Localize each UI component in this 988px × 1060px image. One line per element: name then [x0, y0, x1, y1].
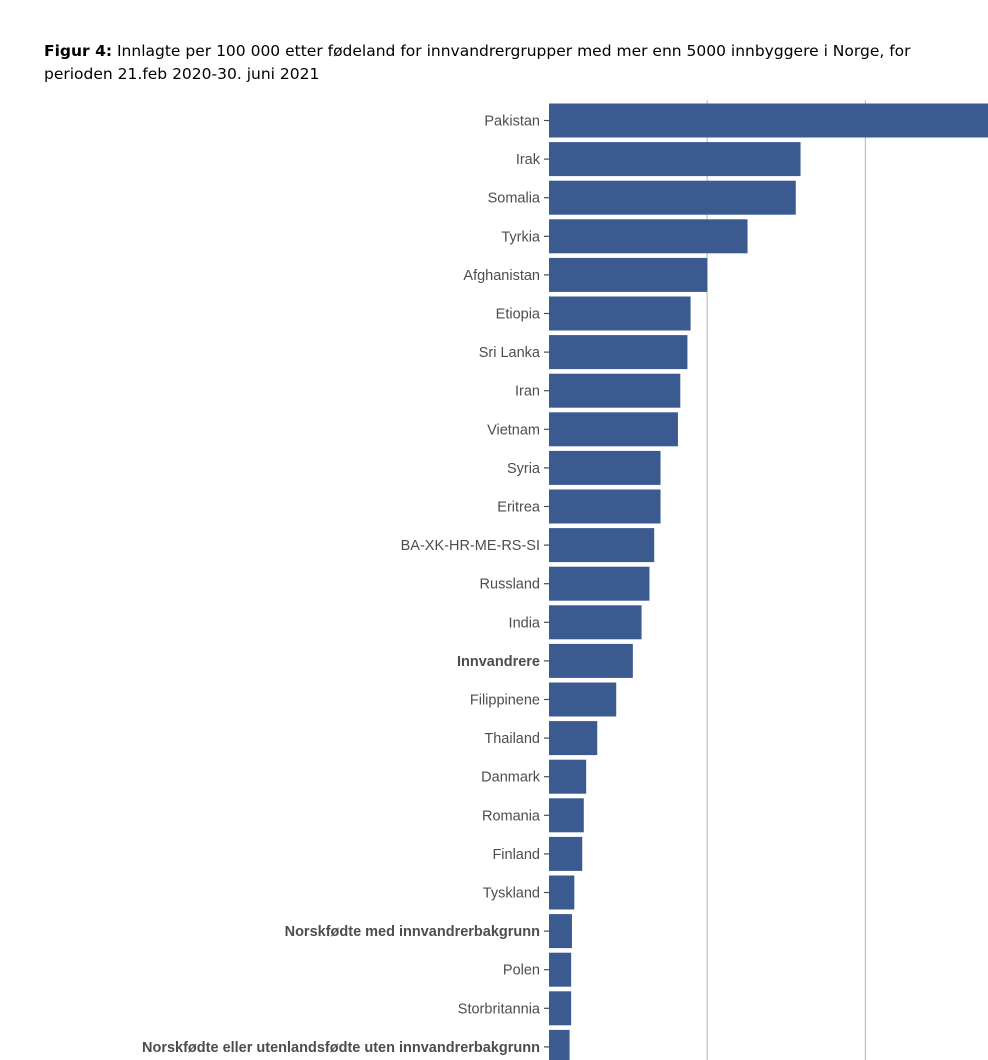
y-tick-label-3: Tyrkia [501, 229, 541, 245]
bar-23 [549, 991, 572, 1026]
bar-12 [549, 566, 650, 601]
y-tick-label-6: Sri Lanka [479, 345, 541, 361]
y-tick-label-12: Russland [480, 577, 540, 593]
y-tick-label-21: Norskfødte med innvandrerbakgrunn [285, 924, 540, 940]
bar-22 [549, 952, 572, 987]
y-tick-label-13: India [509, 615, 541, 631]
y-tick-label-18: Romania [482, 808, 541, 824]
bar-5 [549, 296, 691, 331]
y-tick-label-17: Danmark [481, 770, 541, 786]
figure-number: Figur 4: [44, 42, 113, 60]
y-tick-label-14: Innvandrere [457, 654, 540, 670]
bar-15 [549, 682, 617, 717]
bar-8 [549, 412, 678, 447]
category-labels: Pakistan Irak Somalia Tyrkia Afghanistan Etio… [142, 114, 549, 1056]
bars [549, 103, 988, 1060]
bar-7 [549, 373, 681, 408]
bar-19 [549, 836, 583, 871]
figure-title: Innlagte per 100 000 etter fødeland for … [44, 42, 911, 83]
y-tick-label-23: Storbritannia [458, 1001, 541, 1017]
bar-10 [549, 489, 661, 524]
bar-20 [549, 875, 575, 910]
y-tick-label-7: Iran [515, 384, 540, 400]
y-tick-label-0: Pakistan [484, 114, 540, 130]
y-tick-label-10: Eritrea [497, 500, 541, 516]
y-tick-label-8: Vietnam [487, 422, 540, 438]
y-tick-label-9: Syria [507, 461, 541, 477]
y-tick-label-1: Irak [516, 152, 541, 168]
bar-21 [549, 914, 572, 949]
y-tick-label-16: Thailand [484, 731, 540, 747]
y-tick-label-4: Afghanistan [463, 268, 540, 284]
y-tick-label-11: BA-XK-HR-ME-RS-SI [401, 538, 540, 554]
bar-9 [549, 450, 661, 485]
bar-13 [549, 605, 642, 640]
y-tick-label-5: Etiopia [496, 307, 541, 323]
bar-6 [549, 335, 688, 370]
bar-17 [549, 759, 587, 794]
y-tick-label-24: Norskfødte eller utenlandsfødte uten inn… [142, 1040, 540, 1056]
bar-1 [549, 142, 801, 177]
bar-2 [549, 180, 796, 215]
y-tick-label-22: Polen [503, 963, 540, 979]
y-tick-label-2: Somalia [488, 191, 541, 207]
bar-0 [549, 103, 988, 138]
figure-caption: Figur 4: Innlagte per 100 000 etter føde… [44, 40, 974, 86]
bar-4 [549, 257, 708, 292]
y-tick-label-20: Tyskland [483, 886, 540, 902]
y-tick-label-19: Finland [492, 847, 540, 863]
bar-16 [549, 721, 598, 756]
bar-24 [549, 1029, 570, 1060]
bar-3 [549, 219, 748, 254]
bar-14 [549, 643, 633, 678]
bar-18 [549, 798, 584, 833]
y-tick-label-15: Filippinene [470, 693, 540, 709]
bar-11 [549, 528, 655, 563]
